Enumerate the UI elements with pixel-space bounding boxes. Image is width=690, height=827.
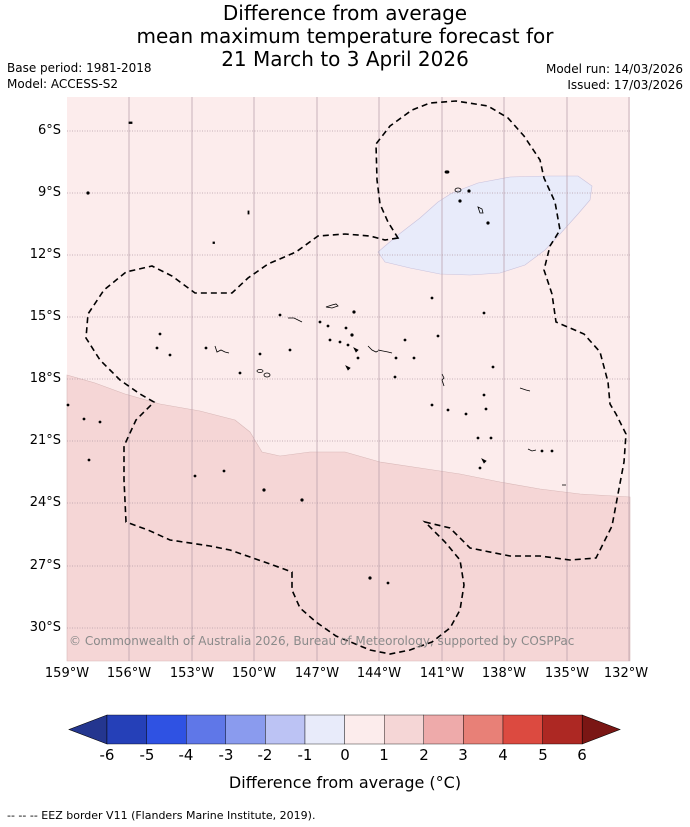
lon-label-150w: 150°W (231, 666, 277, 681)
map-title: Difference from average mean maximum tem… (0, 2, 690, 71)
model-name: Model: ACCESS-S2 (7, 77, 119, 91)
colorbar-label: 6 (577, 746, 587, 764)
colorbar-segment (304, 714, 345, 745)
copyright-notice: © Commonwealth of Australia 2026, Bureau… (69, 634, 575, 648)
colorbar-segment (423, 714, 464, 745)
lon-label-144w: 144°W (356, 666, 402, 681)
colorbar-label: -2 (257, 746, 273, 764)
colorbar-label: -6 (99, 746, 115, 764)
colorbar-label: 5 (538, 746, 548, 764)
colorbar-arrow-low (68, 714, 108, 745)
lon-label-132w: 132°W (603, 666, 649, 681)
lat-label-30s: 30°S (29, 620, 61, 635)
colorbar (68, 714, 621, 745)
issued-date: Issued: 17/03/2026 (567, 78, 683, 92)
map-panel (66, 97, 631, 662)
base-period: Base period: 1981-2018 (7, 61, 152, 75)
lat-label-12s: 12°S (29, 247, 61, 262)
lon-label-153w: 153°W (169, 666, 215, 681)
colorbar-segment (106, 714, 147, 745)
colorbar-title: Difference from average (°C) (228, 773, 462, 792)
lat-label-9s: 9°S (37, 185, 61, 200)
lat-label-24s: 24°S (29, 495, 61, 510)
islands (66, 121, 566, 585)
colorbar-label: 1 (379, 746, 389, 764)
colorbar-arrow-high (581, 714, 621, 745)
colorbar-label: 4 (498, 746, 508, 764)
colorbar-label: -1 (297, 746, 313, 764)
colorbar-label: -5 (139, 746, 155, 764)
colorbar-segment (344, 714, 385, 745)
colorbar-segment (265, 714, 306, 745)
colorbar-segment (384, 714, 425, 745)
lat-label-15s: 15°S (29, 309, 61, 324)
gridlines (67, 97, 630, 661)
region-1-to-2 (66, 374, 631, 662)
meta-left: Base period: 1981-2018 Model: ACCESS-S2 (7, 60, 152, 92)
title-line-3: 21 March to 3 April 2026 (221, 47, 469, 71)
region-minus-1-to-0 (377, 175, 593, 276)
lat-label-6s: 6°S (37, 123, 61, 138)
colorbar-label: 3 (458, 746, 468, 764)
model-run: Model run: 14/03/2026 (545, 62, 683, 76)
colorbar-label: -3 (218, 746, 234, 764)
eez-footnote: -- -- -- EEZ border V11 (Flanders Marine… (7, 809, 316, 822)
colorbar-segment (463, 714, 504, 745)
colorbar-segment (542, 714, 583, 745)
lon-label-141w: 141°W (419, 666, 465, 681)
meta-right: Model run: 14/03/2026 Issued: 17/03/2026 (546, 61, 683, 93)
title-line-1: Difference from average (222, 1, 468, 25)
title-line-2: mean maximum temperature forecast for (136, 24, 554, 48)
colorbar-segment (185, 714, 226, 745)
eez-border (85, 100, 627, 655)
lon-label-147w: 147°W (294, 666, 340, 681)
lat-label-27s: 27°S (29, 558, 61, 573)
lon-label-159w: 159°W (44, 666, 90, 681)
colorbar-label: -4 (178, 746, 194, 764)
lat-label-18s: 18°S (29, 371, 61, 386)
lon-label-138w: 138°W (481, 666, 527, 681)
colorbar-segment (502, 714, 543, 745)
lon-label-156w: 156°W (106, 666, 152, 681)
colorbar-segment (225, 714, 266, 745)
lon-label-135w: 135°W (544, 666, 590, 681)
colorbar-label: 0 (340, 746, 350, 764)
colorbar-label: 2 (419, 746, 429, 764)
colorbar-segment (146, 714, 187, 745)
lat-label-21s: 21°S (29, 433, 61, 448)
